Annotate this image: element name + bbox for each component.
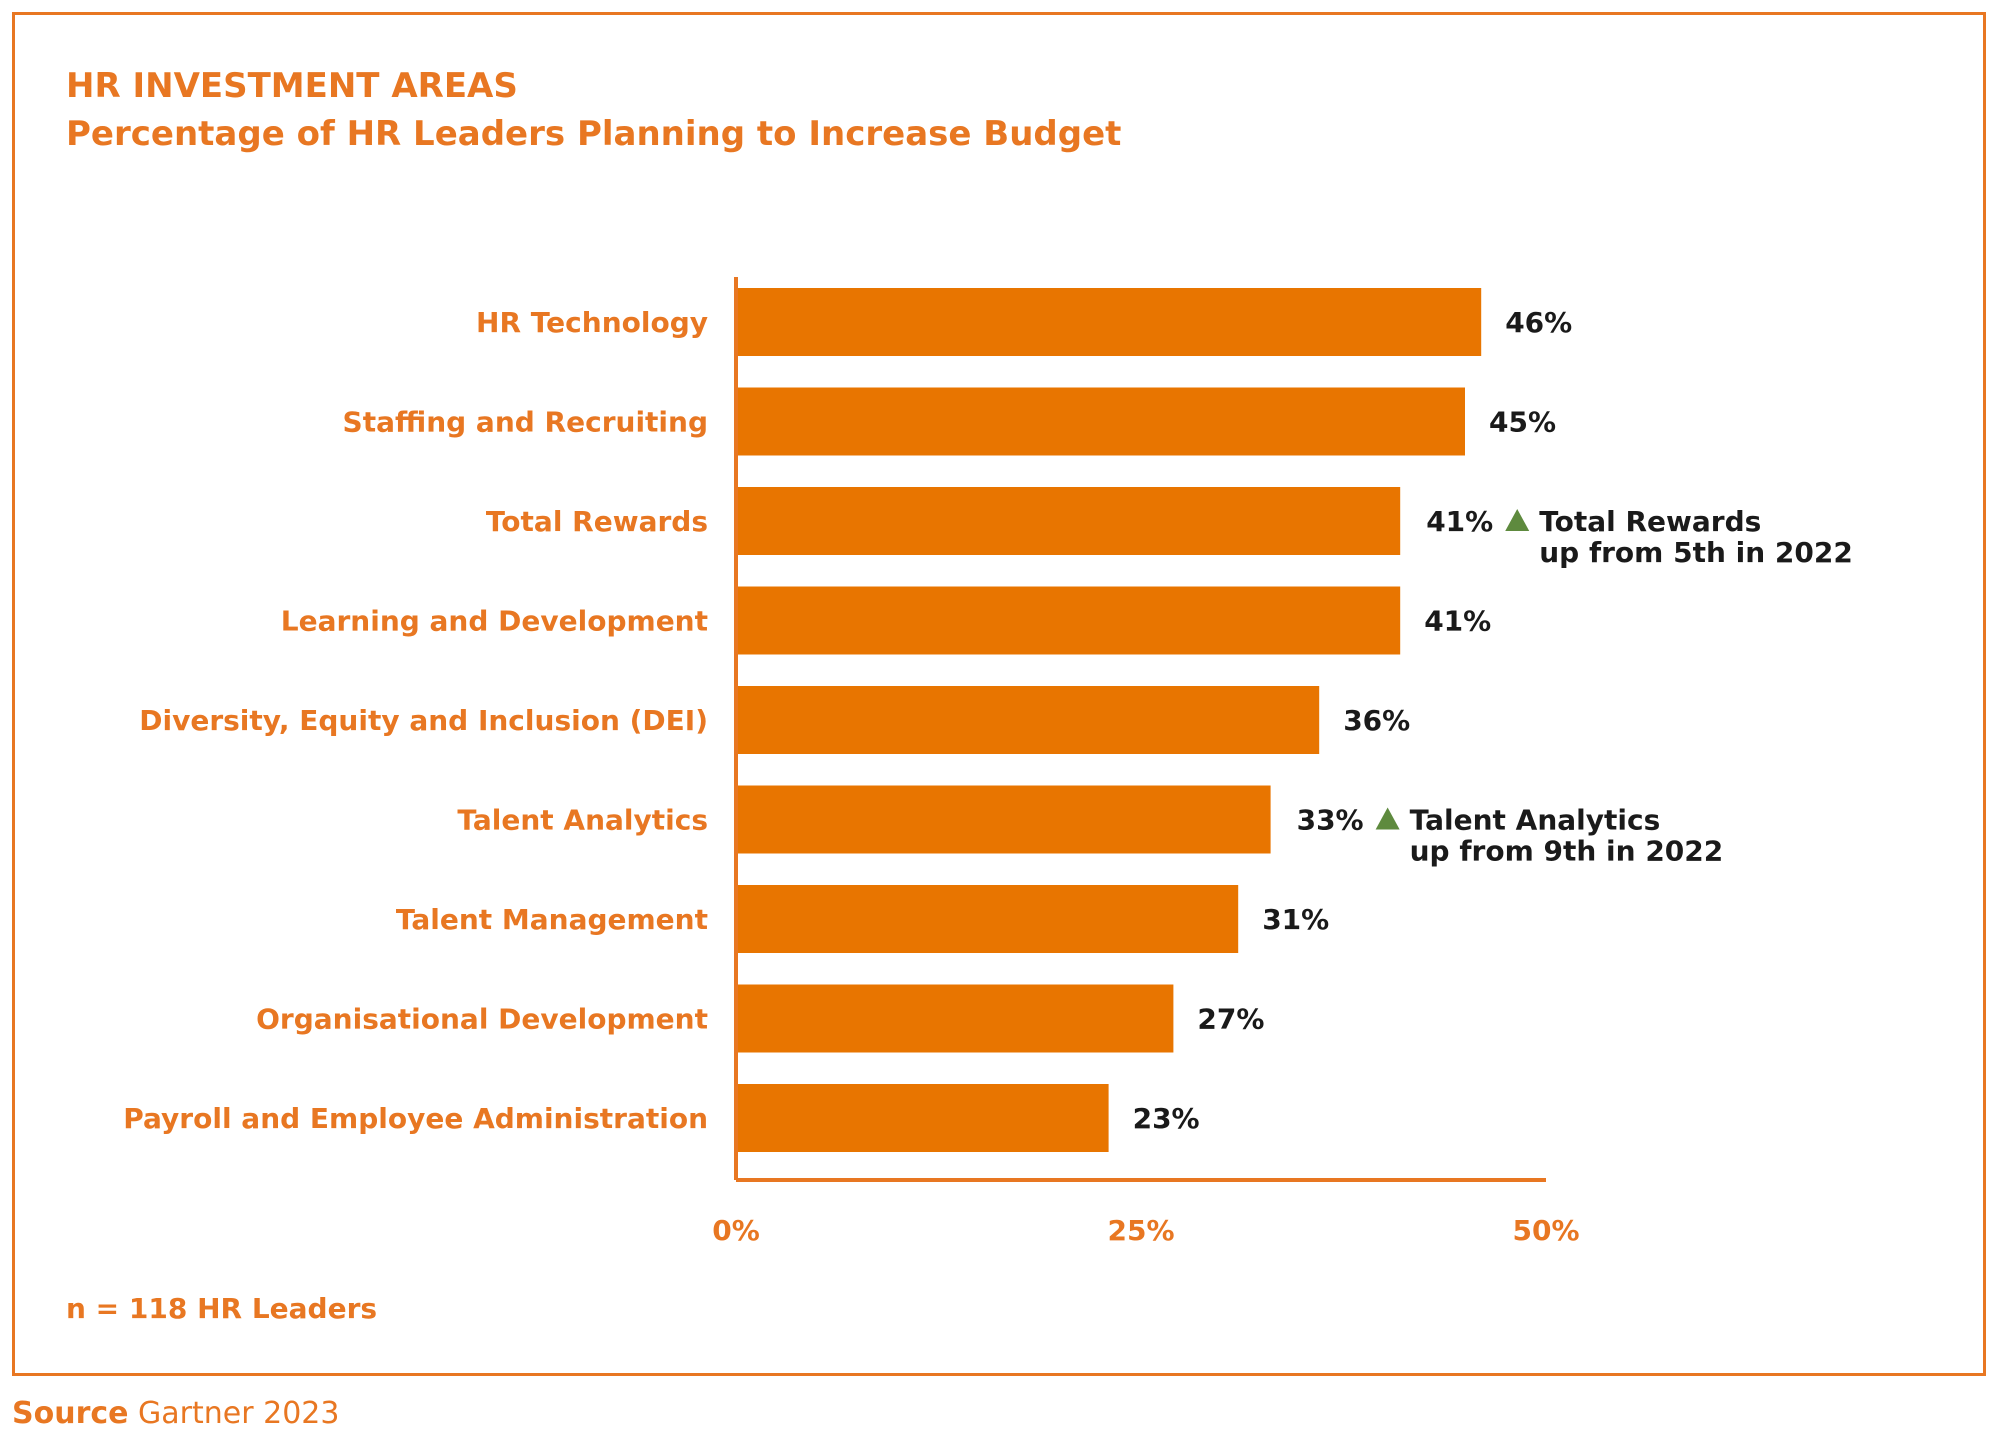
category-label: Talent Management — [396, 903, 708, 936]
category-label: HR Technology — [476, 306, 708, 339]
data-label: 27% — [1197, 1003, 1264, 1036]
bar — [738, 686, 1320, 754]
bar — [738, 984, 1174, 1053]
data-label: 41% — [1426, 505, 1493, 538]
bar — [738, 288, 1482, 356]
x-tick-label: 50% — [1512, 1214, 1579, 1247]
chart-title: HR INVESTMENT AREAS — [66, 66, 518, 106]
data-label: 31% — [1262, 903, 1329, 936]
chart-subtitle: Percentage of HR Leaders Planning to Inc… — [66, 114, 1122, 154]
category-label: Payroll and Employee Administration — [123, 1102, 708, 1135]
source-label: Source — [12, 1396, 129, 1431]
data-label: 36% — [1343, 704, 1410, 737]
annotation-text: up from 5th in 2022 — [1539, 536, 1853, 569]
data-label: 23% — [1133, 1102, 1200, 1135]
annotation-text: Total Rewards — [1539, 505, 1761, 538]
bar — [738, 785, 1271, 854]
data-label: 45% — [1489, 406, 1556, 439]
bar — [738, 1084, 1109, 1152]
category-label: Learning and Development — [281, 605, 708, 638]
x-tick-label: 0% — [712, 1214, 760, 1247]
bar — [738, 387, 1465, 456]
source-text: Gartner 2023 — [138, 1396, 340, 1431]
bar — [738, 487, 1401, 555]
sample-size-note: n = 118 HR Leaders — [66, 1292, 378, 1325]
chart-frame — [12, 12, 1986, 1376]
annotation-text: up from 9th in 2022 — [1410, 835, 1724, 868]
category-label: Diversity, Equity and Inclusion (DEI) — [139, 704, 708, 737]
up-arrow-icon — [1505, 509, 1530, 531]
category-label: Staffing and Recruiting — [343, 406, 708, 439]
category-label: Talent Analytics — [457, 804, 708, 837]
annotation-text: Talent Analytics — [1410, 804, 1661, 837]
bar — [738, 586, 1401, 655]
category-label: Total Rewards — [486, 505, 708, 538]
up-arrow-icon — [1375, 807, 1400, 830]
data-label: 46% — [1505, 306, 1572, 339]
source-credit: Source Gartner 2023 — [12, 1396, 339, 1431]
x-tick-label: 25% — [1107, 1214, 1174, 1247]
data-label: 41% — [1424, 605, 1491, 638]
bar — [738, 885, 1239, 953]
category-label: Organisational Development — [256, 1003, 708, 1036]
data-label: 33% — [1297, 804, 1364, 837]
